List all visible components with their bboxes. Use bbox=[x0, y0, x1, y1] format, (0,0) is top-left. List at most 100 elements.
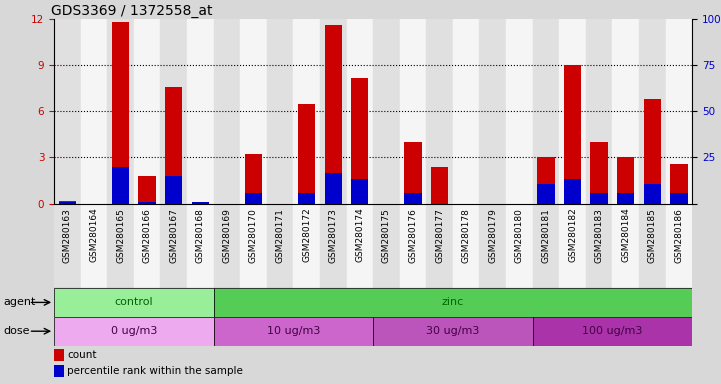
Text: GSM280173: GSM280173 bbox=[329, 208, 337, 263]
Bar bbox=[533, 19, 559, 204]
Text: GSM280180: GSM280180 bbox=[515, 208, 524, 263]
Bar bbox=[134, 204, 160, 288]
Bar bbox=[644, 184, 661, 204]
Text: GSM280168: GSM280168 bbox=[196, 208, 205, 263]
Bar bbox=[533, 204, 559, 288]
Text: GSM280172: GSM280172 bbox=[302, 208, 311, 263]
Bar bbox=[324, 173, 342, 204]
Bar bbox=[298, 193, 315, 204]
Bar bbox=[559, 204, 585, 288]
Text: GSM280185: GSM280185 bbox=[647, 208, 657, 263]
Text: GSM280176: GSM280176 bbox=[409, 208, 417, 263]
Bar bbox=[426, 204, 453, 288]
Bar bbox=[479, 19, 506, 204]
Bar bbox=[165, 87, 182, 204]
Text: GSM280164: GSM280164 bbox=[89, 208, 99, 263]
Bar bbox=[404, 193, 422, 204]
Text: GSM280183: GSM280183 bbox=[595, 208, 603, 263]
Bar bbox=[112, 22, 129, 204]
Bar bbox=[644, 99, 661, 204]
Bar bbox=[453, 19, 479, 204]
Bar bbox=[107, 204, 134, 288]
Bar bbox=[192, 202, 209, 204]
Bar bbox=[453, 204, 479, 288]
Bar bbox=[324, 25, 342, 204]
Text: control: control bbox=[115, 297, 153, 308]
Text: GSM280169: GSM280169 bbox=[222, 208, 231, 263]
Bar bbox=[537, 184, 554, 204]
Bar bbox=[54, 317, 213, 346]
Bar bbox=[81, 19, 107, 204]
Bar bbox=[160, 204, 187, 288]
Bar bbox=[54, 365, 63, 377]
Bar bbox=[58, 202, 76, 204]
Bar bbox=[138, 202, 156, 204]
Bar bbox=[213, 317, 373, 346]
Bar bbox=[617, 157, 634, 204]
Bar bbox=[351, 78, 368, 204]
Bar bbox=[347, 204, 373, 288]
Text: GSM280179: GSM280179 bbox=[488, 208, 497, 263]
Bar bbox=[160, 19, 187, 204]
Bar bbox=[590, 193, 608, 204]
Bar bbox=[564, 179, 581, 204]
Bar bbox=[81, 204, 107, 288]
Bar bbox=[585, 204, 612, 288]
Bar bbox=[533, 317, 692, 346]
Bar bbox=[564, 65, 581, 204]
Bar bbox=[612, 19, 639, 204]
Bar bbox=[612, 204, 639, 288]
Bar bbox=[639, 19, 665, 204]
Text: GSM280167: GSM280167 bbox=[169, 208, 178, 263]
Bar bbox=[293, 204, 320, 288]
Bar bbox=[187, 19, 213, 204]
Bar bbox=[665, 19, 692, 204]
Text: GSM280170: GSM280170 bbox=[249, 208, 258, 263]
Bar bbox=[671, 193, 688, 204]
Bar bbox=[245, 154, 262, 204]
Bar bbox=[351, 179, 368, 204]
Bar bbox=[479, 204, 506, 288]
Text: GSM280178: GSM280178 bbox=[461, 208, 471, 263]
Text: GSM280175: GSM280175 bbox=[382, 208, 391, 263]
Text: GSM280163: GSM280163 bbox=[63, 208, 72, 263]
Text: dose: dose bbox=[4, 326, 30, 336]
Bar bbox=[373, 204, 399, 288]
Bar bbox=[399, 19, 426, 204]
Text: count: count bbox=[68, 350, 97, 360]
Bar bbox=[58, 201, 76, 204]
Bar bbox=[373, 317, 533, 346]
Bar bbox=[617, 193, 634, 204]
Bar bbox=[506, 19, 533, 204]
Text: GDS3369 / 1372558_at: GDS3369 / 1372558_at bbox=[51, 4, 213, 18]
Bar bbox=[320, 19, 347, 204]
Bar bbox=[320, 204, 347, 288]
Bar bbox=[107, 19, 134, 204]
Text: GSM280184: GSM280184 bbox=[622, 208, 630, 263]
Text: GSM280171: GSM280171 bbox=[275, 208, 285, 263]
Bar bbox=[245, 193, 262, 204]
Bar bbox=[138, 176, 156, 204]
Bar bbox=[639, 204, 665, 288]
Bar bbox=[54, 288, 213, 317]
Text: GSM280186: GSM280186 bbox=[674, 208, 684, 263]
Bar bbox=[165, 176, 182, 204]
Bar bbox=[54, 349, 63, 361]
Bar bbox=[213, 204, 240, 288]
Text: GSM280165: GSM280165 bbox=[116, 208, 125, 263]
Bar bbox=[404, 142, 422, 204]
Bar bbox=[537, 157, 554, 204]
Text: 0 ug/m3: 0 ug/m3 bbox=[110, 326, 157, 336]
Bar bbox=[240, 204, 267, 288]
Text: percentile rank within the sample: percentile rank within the sample bbox=[68, 366, 244, 376]
Bar bbox=[267, 204, 293, 288]
Bar bbox=[187, 204, 213, 288]
Bar bbox=[347, 19, 373, 204]
Text: GSM280182: GSM280182 bbox=[568, 208, 577, 263]
Text: GSM280174: GSM280174 bbox=[355, 208, 364, 263]
Bar bbox=[112, 167, 129, 204]
Text: 10 ug/m3: 10 ug/m3 bbox=[267, 326, 320, 336]
Bar bbox=[240, 19, 267, 204]
Text: zinc: zinc bbox=[442, 297, 464, 308]
Text: GSM280181: GSM280181 bbox=[541, 208, 550, 263]
